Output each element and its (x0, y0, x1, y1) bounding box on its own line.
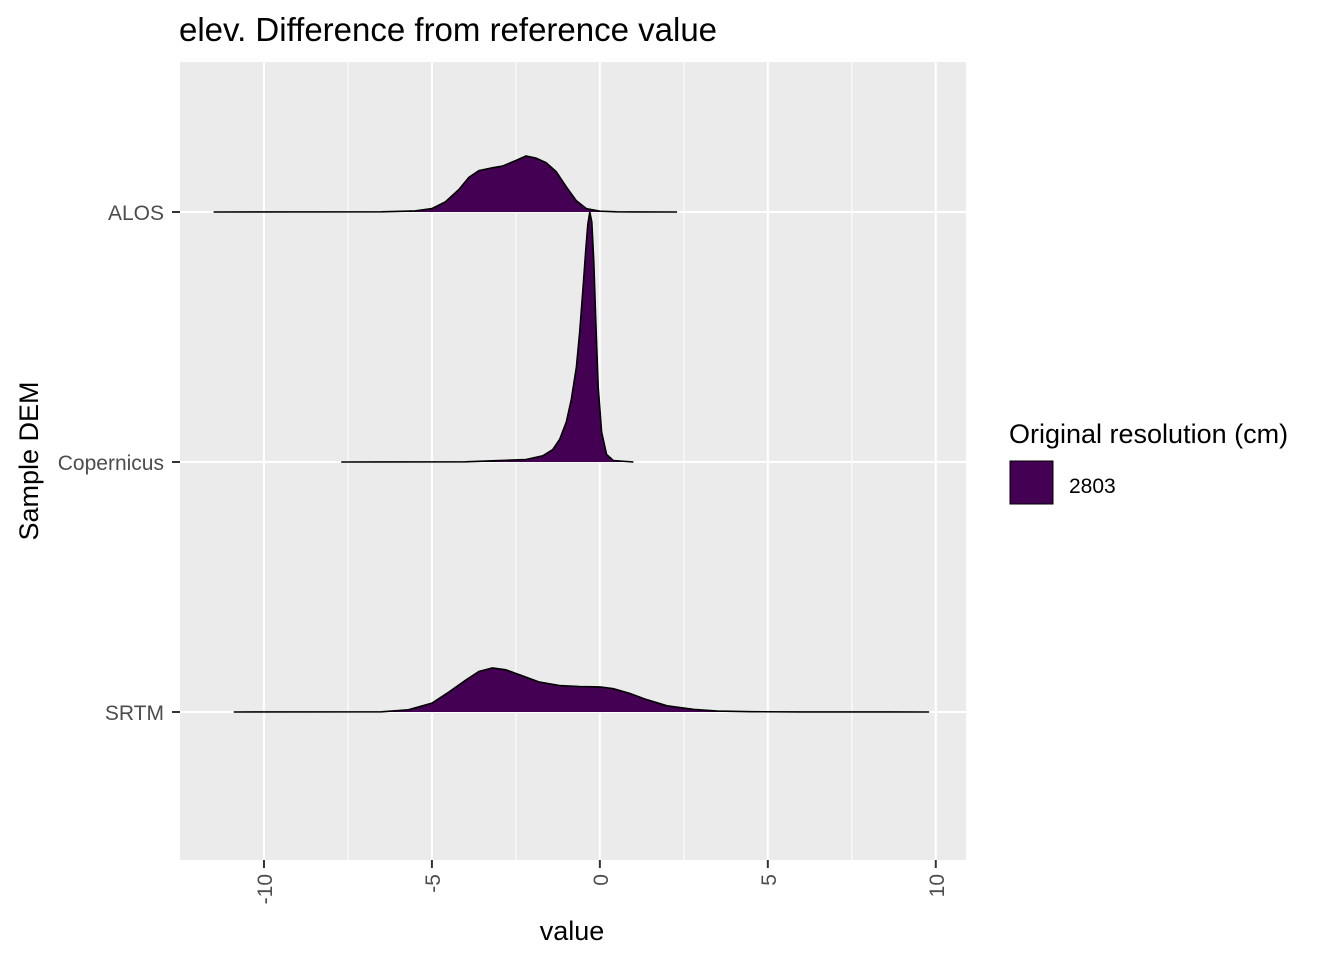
chart-title: elev. Difference from reference value (179, 11, 717, 48)
density-ridge-srtm (233, 668, 930, 712)
y-tick-label: ALOS (108, 202, 164, 225)
density-ridges (213, 155, 930, 713)
density-outline-srtm (233, 667, 930, 713)
x-tick-label: -10 (254, 874, 277, 904)
x-tick-label: 10 (926, 874, 949, 897)
legend-item-label: 2803 (1069, 475, 1116, 498)
y-tick-label: Copernicus (58, 452, 164, 475)
legend-title: Original resolution (cm) (1009, 419, 1288, 449)
legend: Original resolution (cm) 2803 (1009, 419, 1288, 505)
legend-key-swatch (1009, 460, 1054, 505)
density-outline-alos (213, 155, 678, 213)
density-outline-copernicus (341, 211, 634, 463)
x-axis-title: value (540, 916, 605, 946)
y-axis: ALOS Copernicus SRTM (58, 202, 180, 725)
x-tick-label: 5 (758, 874, 781, 886)
x-tick-label: -5 (422, 874, 445, 893)
x-axis: -10 -5 0 5 10 (254, 860, 949, 904)
x-tick-label: 0 (590, 874, 613, 886)
density-ridge-alos (213, 156, 678, 212)
y-tick-label: SRTM (105, 702, 164, 725)
y-axis-title: Sample DEM (14, 381, 44, 540)
